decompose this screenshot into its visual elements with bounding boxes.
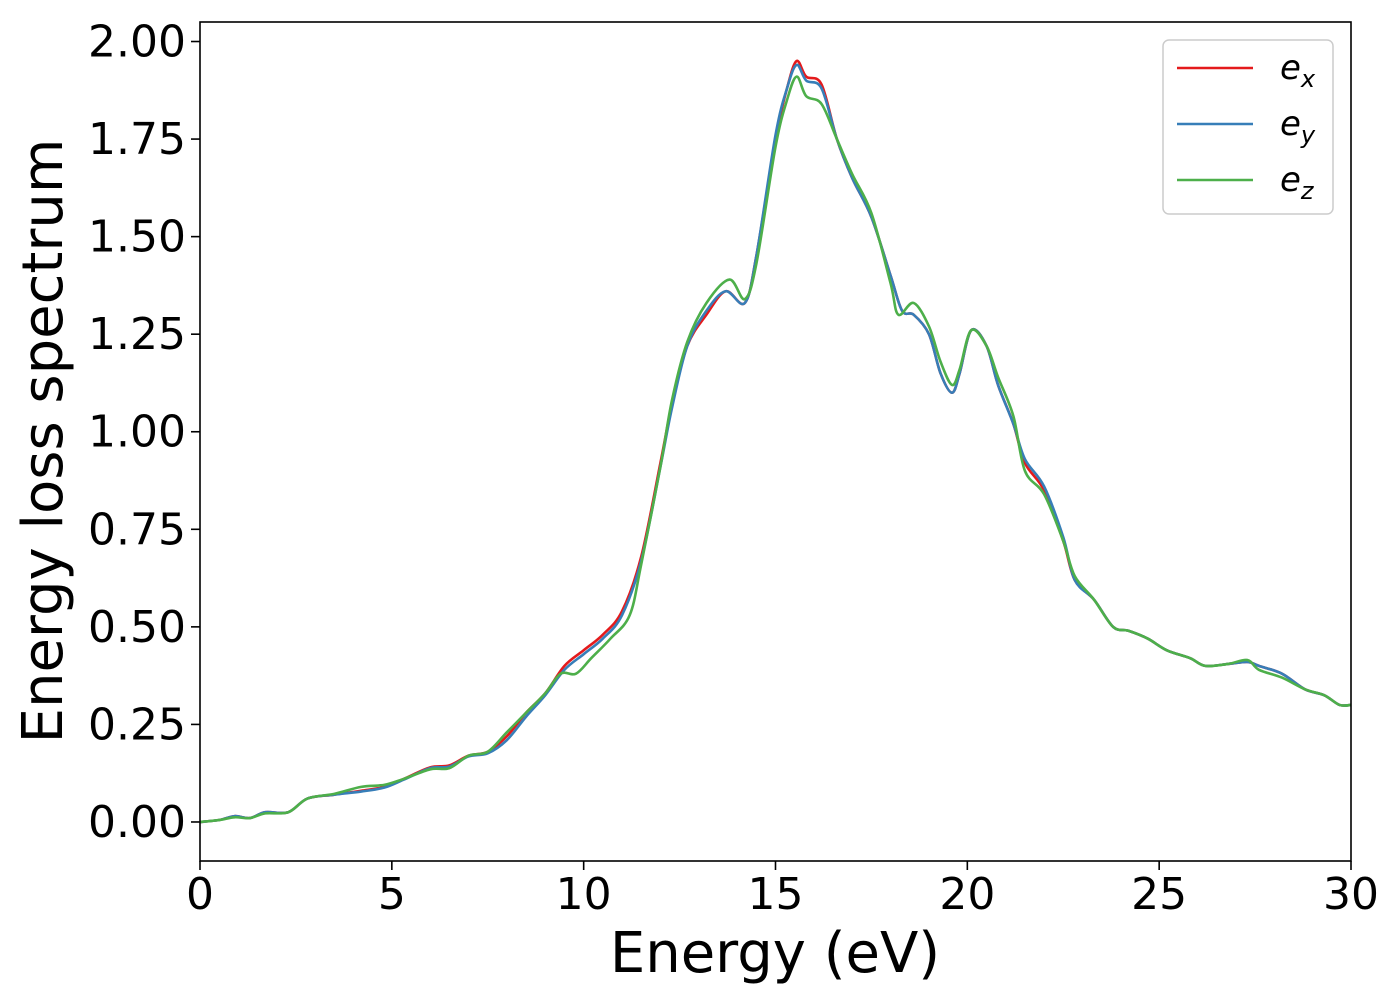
y-axis-title: Energy loss spectrum <box>11 139 76 744</box>
x-tick-label: 10 <box>556 869 612 920</box>
x-tick-label: 0 <box>186 869 214 920</box>
y-tick-label: 1.75 <box>88 114 186 165</box>
y-tick-label: 1.50 <box>88 212 186 263</box>
y-tick-label: 0.00 <box>88 797 186 848</box>
x-tick-label: 5 <box>378 869 406 920</box>
legend-label-subscript: x <box>1300 65 1316 93</box>
x-tick-label: 20 <box>939 869 995 920</box>
series-line-z <box>199 75 1352 824</box>
x-axis-ticks: 0 5 10 15 20 25 30 <box>186 861 1379 920</box>
y-tick-label: 0.50 <box>88 602 186 653</box>
y-tick-label: 0.25 <box>88 699 186 750</box>
y-tick-label: 0.75 <box>88 504 186 555</box>
y-tick-label: 1.25 <box>88 309 186 360</box>
x-tick-label: 15 <box>748 869 804 920</box>
x-tick-label: 25 <box>1131 869 1187 920</box>
y-axis-ticks: 0.00 0.25 0.50 0.75 1.00 1.25 1.50 1.75 2.00 <box>88 17 200 848</box>
legend-label-subscript: y <box>1300 121 1316 149</box>
y-tick-label: 2.00 <box>88 17 186 68</box>
x-tick-label: 30 <box>1323 869 1379 920</box>
x-axis-title: Energy (eV) <box>610 921 940 986</box>
legend-label-subscript: z <box>1300 177 1315 205</box>
y-tick-label: 1.00 <box>88 407 186 458</box>
plot-lines <box>199 59 1352 824</box>
legend-box <box>1162 39 1334 215</box>
